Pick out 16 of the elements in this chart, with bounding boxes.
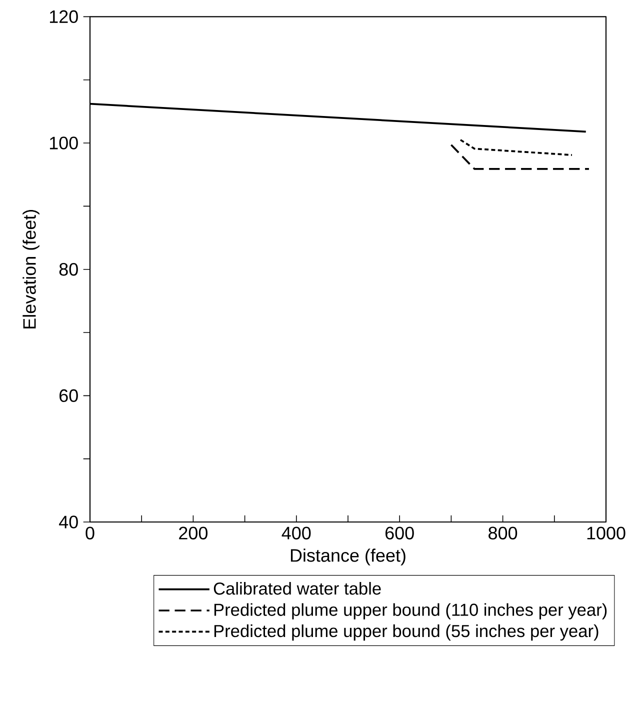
y-tick-label: 100 xyxy=(50,136,78,150)
x-tick-label: 800 xyxy=(488,526,517,540)
x-tick-label: 1000 xyxy=(587,526,626,540)
y-tick-label: 120 xyxy=(50,10,78,24)
x-tick-label: 200 xyxy=(178,526,208,540)
legend-label: Predicted plume upper bound (55 inches per year) xyxy=(214,624,598,641)
legend-label: Predicted plume upper bound (110 inches per year) xyxy=(214,603,606,620)
y-tick-label: 40 xyxy=(58,516,78,528)
x-axis-title: Distance (feet) xyxy=(290,548,406,566)
y-tick-label: 80 xyxy=(59,262,78,276)
x-tick-label: 0 xyxy=(86,526,94,540)
x-tick-label: 400 xyxy=(282,526,311,540)
legend-label: Calibrated water table xyxy=(214,582,381,595)
y-tick-label: 60 xyxy=(59,389,78,402)
y-axis-title: Elevation (feet) xyxy=(22,210,40,328)
x-tick-label: 600 xyxy=(385,526,414,540)
